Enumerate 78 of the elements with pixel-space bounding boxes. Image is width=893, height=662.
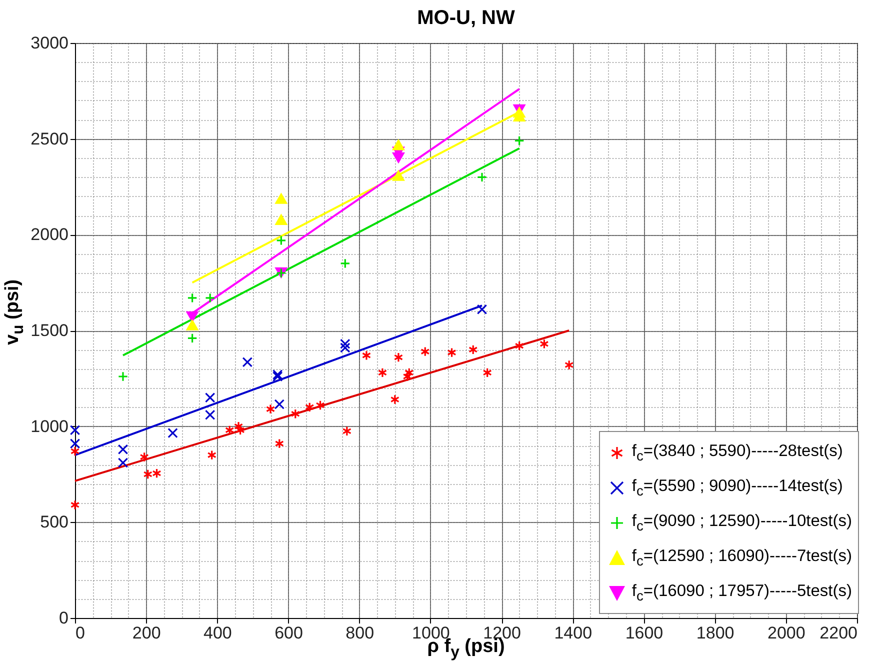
- point: [187, 333, 198, 344]
- point: [305, 402, 314, 412]
- point: [482, 368, 492, 378]
- point: [140, 452, 149, 462]
- x-tick-label: 1400: [554, 624, 592, 642]
- x-tick-label: 2200: [820, 624, 858, 642]
- point: [152, 468, 162, 478]
- point: [340, 338, 350, 350]
- point: [274, 192, 288, 204]
- y-tick-label: 500: [40, 512, 68, 532]
- point: [564, 360, 574, 370]
- point: [204, 292, 216, 304]
- point: [186, 311, 199, 323]
- x-tick-label: 0: [76, 624, 85, 642]
- point: [274, 399, 285, 410]
- y-tick-label: 0: [59, 608, 68, 628]
- point: [143, 469, 152, 480]
- x-tick-label: 200: [132, 624, 161, 642]
- point: [392, 138, 405, 150]
- point: [390, 394, 400, 405]
- point: [118, 371, 128, 382]
- point: [204, 392, 216, 403]
- point: [186, 319, 199, 330]
- y-tick-label: 3000: [30, 34, 68, 52]
- legend-label: f$_{c}$=(12590 ; 16090)-----7test(s): [632, 546, 852, 568]
- point: [540, 338, 549, 350]
- point: [234, 421, 244, 432]
- x-tick-label: 1800: [696, 624, 734, 642]
- point: [266, 404, 276, 414]
- point: [274, 438, 284, 449]
- point: [70, 446, 80, 456]
- point: [378, 368, 388, 378]
- y-tick-label: 2500: [30, 129, 68, 148]
- point: [476, 172, 488, 182]
- point: [404, 368, 414, 378]
- point: [392, 170, 405, 181]
- x-tick-label: 600: [274, 624, 303, 642]
- point: [70, 425, 80, 436]
- x-tick-label: 2000: [767, 624, 806, 642]
- y-tick-label: 1500: [30, 321, 68, 340]
- point: [340, 258, 350, 269]
- point: [402, 371, 412, 382]
- point: [168, 428, 178, 438]
- point: [276, 235, 286, 246]
- point: [242, 356, 253, 368]
- point: [342, 426, 352, 436]
- legend-label: f$_{c}$=(16090 ; 17957)-----5test(s): [632, 582, 852, 604]
- y-tick-label: 1000: [30, 416, 68, 436]
- point: [118, 458, 128, 468]
- point: [70, 500, 80, 510]
- point: [236, 425, 245, 436]
- point: [514, 340, 524, 351]
- point: [362, 350, 372, 361]
- point: [274, 214, 288, 225]
- point: [316, 400, 325, 410]
- point: [187, 292, 198, 304]
- legend-label: f$_{c}$=(3840 ; 5590)-----28test(s): [632, 442, 843, 464]
- point: [420, 346, 430, 357]
- y-tick-label: 2000: [30, 225, 68, 244]
- point: [118, 444, 128, 454]
- point: [204, 410, 216, 420]
- point: [447, 347, 456, 358]
- legend-label: f$_{c}$=(5590 ; 9090)-----14test(s): [632, 476, 843, 498]
- x-tick-label: 400: [203, 624, 232, 642]
- x-tick-label: 800: [346, 624, 374, 642]
- point: [225, 425, 234, 436]
- chart-title: MO-U, NW: [417, 7, 515, 29]
- legend-label: f$_{c}$=(9090 ; 12590)-----10test(s): [632, 512, 852, 534]
- point: [392, 152, 405, 164]
- point: [290, 408, 300, 420]
- x-tick-label: 1600: [625, 624, 664, 642]
- point: [70, 438, 80, 449]
- point: [468, 344, 478, 355]
- point: [476, 304, 488, 315]
- point: [207, 450, 216, 460]
- point: [340, 342, 350, 353]
- point: [514, 136, 524, 146]
- point: [394, 352, 404, 362]
